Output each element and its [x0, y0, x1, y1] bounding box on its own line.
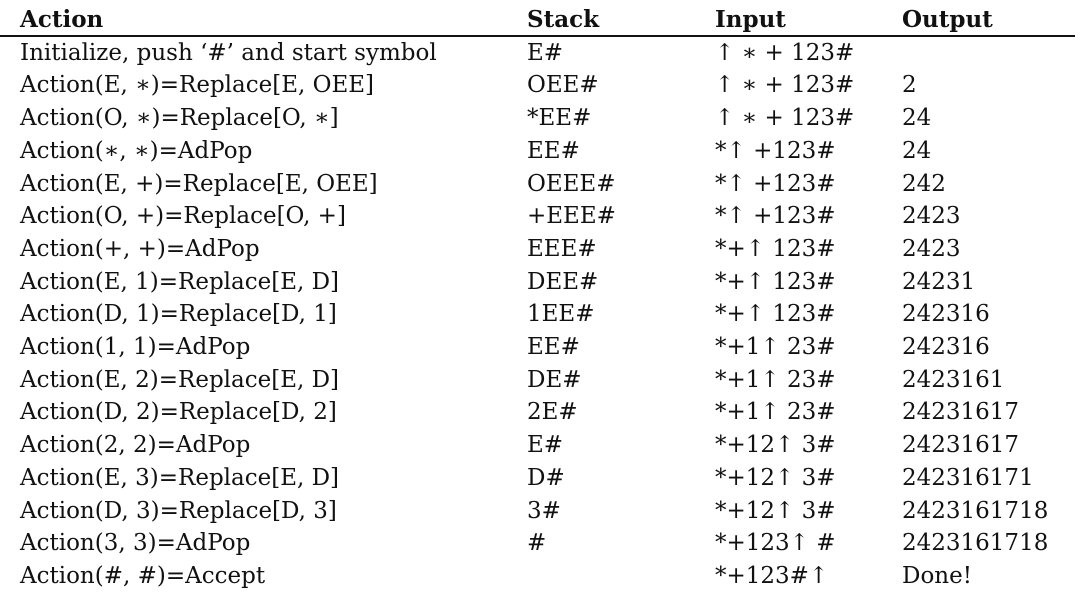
action-cell: Action(E, 3)=Replace[E, D] [20, 464, 340, 491]
header-output: Output [902, 6, 993, 33]
output-cell: 242316 [902, 334, 990, 361]
stack-cell: OEE# [527, 72, 599, 99]
input-cell: *+↑ 123# [715, 235, 836, 262]
action-cell: Action(D, 2)=Replace[D, 2] [20, 399, 337, 426]
input-cell: *+123#↑ [715, 562, 829, 589]
stack-cell: OEEE# [527, 170, 616, 197]
table-row: Action(E, +)=Replace[E, OEE] OEEE# *↑ +123… [20, 168, 1048, 201]
table-row: Action(D, 3)=Replace[D, 3] 3# *+12↑ 3# 2423… [20, 495, 1048, 528]
header-row: Action Stack Input Output [20, 4, 1048, 37]
stack-cell: DEE# [527, 268, 599, 295]
action-cell: Action(E, 2)=Replace[E, D] [20, 366, 340, 393]
input-cell: *+1↑ 23# [715, 334, 836, 361]
stack-cell: 3# [527, 497, 561, 524]
action-cell: Action(O, ∗)=Replace[O, ∗] [20, 105, 339, 132]
table-row: Action(E, ∗)=Replace[E, OEE] OEE# ↑ ∗ + 12… [20, 69, 1048, 102]
input-cell: *+1↑ 23# [715, 366, 836, 393]
output-cell: 2423 [902, 203, 961, 230]
table-row: Action(E, 2)=Replace[E, D] DE# *+1↑ 23# 242… [20, 364, 1048, 397]
output-cell: 2423 [902, 235, 961, 262]
table-header: Action Stack Input Output [20, 4, 1048, 37]
action-cell: Action(E, +)=Replace[E, OEE] [20, 170, 378, 197]
action-cell: Initialize, push ‘#’ and start symbol [20, 39, 437, 66]
input-cell: *+12↑ 3# [715, 464, 836, 491]
header-input: Input [715, 6, 786, 33]
input-cell: ↑ ∗ + 123# [715, 72, 855, 99]
output-cell: Done! [902, 562, 972, 589]
stack-cell: EE# [527, 137, 580, 164]
action-cell: Action(D, 3)=Replace[D, 3] [20, 497, 337, 524]
input-cell: *↑ +123# [715, 137, 836, 164]
input-cell: *+12↑ 3# [715, 497, 836, 524]
output-cell: 24231 [902, 268, 976, 295]
input-cell: ↑ ∗ + 123# [715, 39, 855, 66]
action-cell: Action(E, ∗)=Replace[E, OEE] [20, 72, 375, 99]
input-cell: *+↑ 123# [715, 301, 836, 328]
stack-cell: *EE# [527, 105, 592, 132]
action-cell: Action(2, 2)=AdPop [20, 432, 251, 459]
output-cell: 2 [902, 72, 917, 99]
output-cell: 2423161 [902, 366, 1005, 393]
header-stack: Stack [527, 6, 600, 33]
stack-cell: D# [527, 464, 565, 491]
table-row: Action(D, 1)=Replace[D, 1] 1EE# *+↑ 123# 24… [20, 298, 1048, 331]
table-row: Action(2, 2)=AdPop E# *+12↑ 3# 24231617 [20, 429, 1048, 462]
action-cell: Action(1, 1)=AdPop [20, 334, 251, 361]
table-row: Action(D, 2)=Replace[D, 2] 2E# *+1↑ 23# 242… [20, 396, 1048, 429]
table-row: Action(O, +)=Replace[O, +] +EEE# *↑ +123# 2… [20, 200, 1048, 233]
stack-cell: 2E# [527, 399, 578, 426]
header-action: Action [20, 6, 104, 33]
table-body: Initialize, push ‘#’ and start symbol E# ↑… [20, 37, 1048, 593]
table-row: Action(O, ∗)=Replace[O, ∗] *EE# ↑ ∗ + 123#… [20, 102, 1048, 135]
stack-cell: E# [527, 432, 564, 459]
input-cell: *+1↑ 23# [715, 399, 836, 426]
action-cell: Action(O, +)=Replace[O, +] [20, 203, 346, 230]
output-cell: 242316 [902, 301, 990, 328]
table-row: Action(3, 3)=AdPop # *+123↑ # 2423161718 [20, 527, 1048, 560]
input-cell: *+12↑ 3# [715, 432, 836, 459]
table-row: Action(E, 3)=Replace[E, D] D# *+12↑ 3# 2423… [20, 462, 1048, 495]
output-cell: 24 [902, 105, 932, 132]
stack-cell: EE# [527, 334, 580, 361]
input-cell: *↑ +123# [715, 203, 836, 230]
output-cell: 2423161718 [902, 497, 1049, 524]
input-cell: *+↑ 123# [715, 268, 836, 295]
action-cell: Action(D, 1)=Replace[D, 1] [20, 301, 337, 328]
stack-cell: # [527, 530, 547, 557]
stack-cell [527, 560, 715, 593]
parse-table: Action Stack Input Output Initialize, pu… [20, 4, 1048, 593]
output-cell [902, 37, 1048, 70]
output-cell: 24231617 [902, 432, 1020, 459]
output-cell: 24231617 [902, 399, 1020, 426]
table-row: Action(∗, ∗)=AdPop EE# *↑ +123# 24 [20, 135, 1048, 168]
table-row: Action(1, 1)=AdPop EE# *+1↑ 23# 242316 [20, 331, 1048, 364]
output-cell: 242316171 [902, 464, 1034, 491]
output-cell: 242 [902, 170, 946, 197]
stack-cell: E# [527, 39, 564, 66]
table-row: Initialize, push ‘#’ and start symbol E# ↑… [20, 37, 1048, 70]
action-cell: Action(∗, ∗)=AdPop [20, 137, 253, 164]
output-cell: 2423161718 [902, 530, 1049, 557]
header-rule [0, 35, 1075, 37]
action-cell: Action(+, +)=AdPop [20, 235, 260, 262]
stack-cell: DE# [527, 366, 582, 393]
table-row: Action(#, #)=Accept *+123#↑ Done! [20, 560, 1048, 593]
action-cell: Action(#, #)=Accept [20, 562, 266, 589]
input-cell: *↑ +123# [715, 170, 836, 197]
input-cell: *+123↑ # [715, 530, 836, 557]
stack-cell: EEE# [527, 235, 597, 262]
stack-cell: +EEE# [527, 203, 616, 230]
output-cell: 24 [902, 137, 932, 164]
table-row: Action(+, +)=AdPop EEE# *+↑ 123# 2423 [20, 233, 1048, 266]
table-row: Action(E, 1)=Replace[E, D] DEE# *+↑ 123# 24… [20, 266, 1048, 299]
action-cell: Action(3, 3)=AdPop [20, 530, 251, 557]
action-cell: Action(E, 1)=Replace[E, D] [20, 268, 340, 295]
stack-cell: 1EE# [527, 301, 595, 328]
input-cell: ↑ ∗ + 123# [715, 105, 855, 132]
